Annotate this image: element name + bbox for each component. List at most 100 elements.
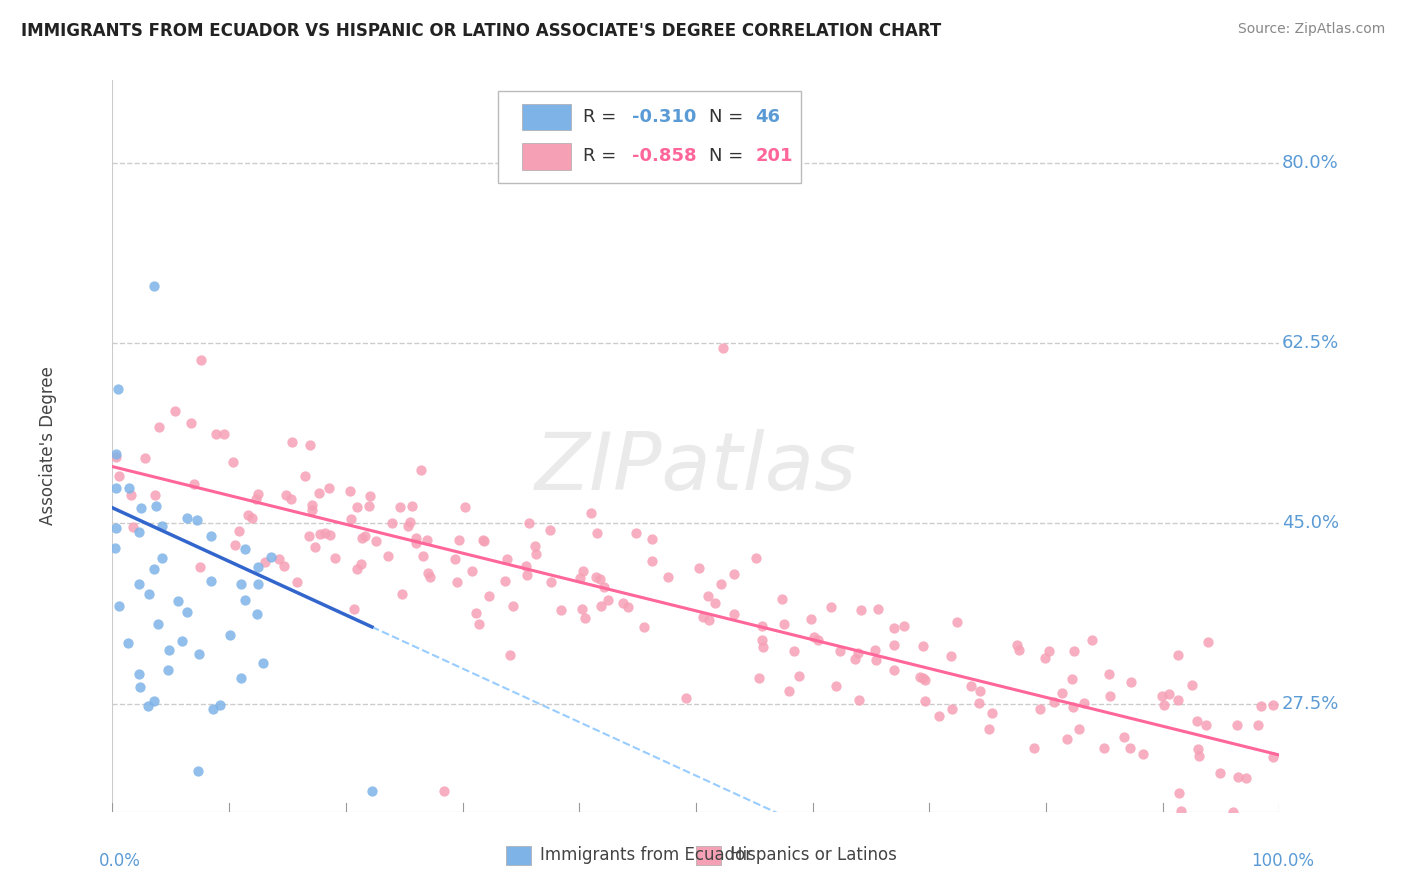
Point — [143, 279, 166, 293]
Point — [846, 646, 869, 660]
Point — [128, 525, 150, 540]
Point — [806, 633, 828, 648]
Point — [301, 499, 323, 513]
Point — [751, 619, 773, 633]
Point — [502, 599, 524, 613]
Point — [967, 696, 990, 710]
Point — [298, 438, 321, 452]
Point — [1098, 667, 1121, 681]
Point — [238, 508, 260, 522]
Point — [145, 499, 167, 513]
Point — [209, 698, 232, 713]
Point — [274, 488, 297, 502]
Point — [150, 551, 173, 566]
Point — [128, 577, 150, 591]
Point — [1187, 742, 1209, 756]
Point — [229, 671, 252, 685]
Point — [1250, 698, 1272, 713]
Point — [391, 587, 413, 601]
Point — [745, 551, 768, 566]
Point — [1150, 689, 1173, 703]
Point — [361, 784, 384, 798]
FancyBboxPatch shape — [498, 91, 801, 183]
Point — [770, 592, 793, 607]
Point — [865, 653, 887, 667]
Point — [1038, 644, 1060, 658]
Point — [626, 525, 648, 540]
Point — [346, 562, 368, 576]
Point — [108, 599, 131, 613]
Point — [138, 587, 160, 601]
Point — [657, 570, 679, 584]
Point — [1005, 638, 1028, 652]
Text: IMMIGRANTS FROM ECUADOR VS HISPANIC OR LATINO ASSOCIATE'S DEGREE CORRELATION CHA: IMMIGRANTS FROM ECUADOR VS HISPANIC OR L… — [21, 22, 942, 40]
Point — [820, 599, 842, 614]
Point — [190, 353, 212, 368]
Point — [472, 533, 495, 547]
Text: -0.310: -0.310 — [631, 109, 696, 127]
Point — [202, 702, 225, 716]
Point — [340, 512, 363, 526]
Text: R =: R = — [582, 147, 621, 166]
Point — [1222, 805, 1244, 819]
Point — [1056, 731, 1078, 746]
Point — [883, 663, 905, 677]
Point — [120, 488, 142, 502]
Point — [883, 621, 905, 635]
Point — [454, 500, 477, 515]
Point — [319, 527, 342, 541]
Point — [696, 590, 718, 604]
Point — [751, 632, 773, 647]
Point — [939, 648, 962, 663]
Point — [359, 500, 381, 514]
Point — [157, 663, 180, 677]
Point — [104, 541, 127, 555]
Point — [1119, 675, 1142, 690]
Point — [1119, 741, 1142, 756]
Point — [912, 640, 935, 654]
Point — [866, 601, 889, 615]
Point — [1062, 699, 1084, 714]
Point — [574, 611, 596, 625]
Point — [517, 516, 540, 530]
Point — [281, 434, 304, 449]
Text: Associate's Degree: Associate's Degree — [39, 367, 58, 525]
Text: Hispanics or Latinos: Hispanics or Latinos — [730, 847, 897, 864]
Point — [245, 492, 267, 507]
Point — [478, 589, 501, 603]
Point — [150, 519, 173, 533]
Point — [723, 566, 745, 581]
Point — [247, 560, 270, 574]
Text: N =: N = — [709, 109, 749, 127]
Point — [830, 644, 852, 658]
Point — [1167, 786, 1189, 800]
Point — [893, 619, 915, 633]
Point — [1170, 804, 1192, 818]
Point — [273, 559, 295, 574]
Point — [304, 541, 326, 555]
Text: 46: 46 — [755, 109, 780, 127]
Point — [364, 533, 387, 548]
Point — [844, 652, 866, 666]
Bar — [696, 846, 721, 865]
Point — [200, 528, 222, 542]
FancyBboxPatch shape — [522, 144, 571, 169]
Point — [449, 533, 471, 547]
Point — [350, 531, 373, 545]
Point — [187, 764, 209, 778]
Point — [914, 673, 936, 687]
Point — [389, 500, 412, 515]
Point — [591, 599, 613, 613]
Point — [803, 631, 825, 645]
Point — [314, 526, 336, 541]
Point — [568, 571, 591, 585]
Point — [105, 447, 128, 461]
Point — [1007, 643, 1029, 657]
Point — [172, 634, 194, 648]
Point — [960, 679, 983, 693]
Point — [1153, 698, 1175, 712]
Point — [396, 519, 419, 533]
Point — [176, 510, 198, 524]
Point — [359, 489, 381, 503]
Point — [416, 533, 439, 548]
